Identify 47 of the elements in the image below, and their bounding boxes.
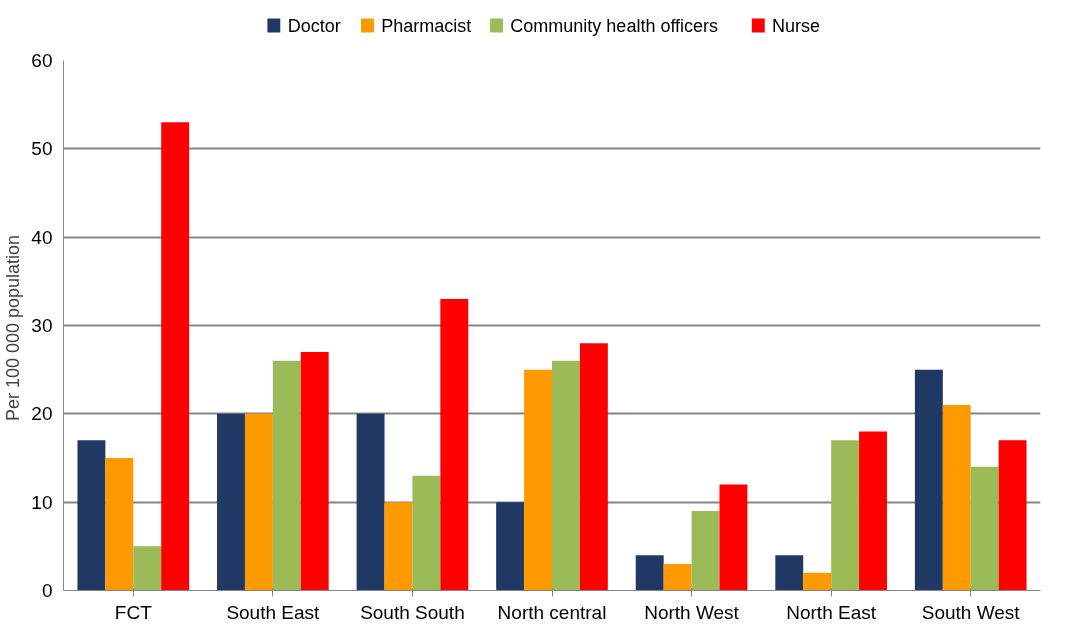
bar [691,511,720,591]
bar [719,484,748,591]
y-tick-label: 60 [31,50,53,71]
bar [356,413,385,591]
bar [77,440,106,591]
bar [300,352,329,591]
y-tick-label: 30 [31,315,53,336]
bar [803,572,832,591]
bar [217,413,245,591]
bar [775,555,804,591]
y-tick-label: 50 [31,138,53,160]
bar [272,360,301,591]
y-tick-label: 20 [31,403,53,425]
y-tick-label: 40 [31,226,53,248]
bar [859,431,887,591]
x-tick-label: South East [226,601,321,623]
legend-label: Nurse [772,15,821,36]
bar [440,299,469,591]
bar [942,405,971,591]
bar [998,440,1027,591]
bar [133,546,162,591]
bar [831,440,860,591]
bar [552,360,580,591]
bar [914,369,943,591]
x-tick-label: North West [644,601,740,623]
legend-label: Doctor [287,15,341,36]
bar [412,475,441,591]
x-tick-label: North central [497,601,607,623]
bar [161,122,190,591]
x-tick-label: South South [360,601,465,623]
x-tick-label: South West [921,601,1021,623]
bar [663,564,692,591]
x-tick-label: FCT [114,601,153,623]
y-tick-label: 0 [41,580,53,601]
bar [970,466,999,591]
bar [579,343,608,591]
bar [524,369,552,591]
y-axis-title: Per 100 000 population [3,234,24,422]
bar [105,458,134,591]
y-tick-label: 10 [31,491,53,513]
bar [496,502,525,591]
legend-label: Pharmacist [381,15,472,36]
legend-label: Community health officers [510,15,719,36]
bar [384,502,413,591]
bar [635,555,664,591]
bar [244,413,273,591]
x-tick-label: North East [786,601,877,623]
